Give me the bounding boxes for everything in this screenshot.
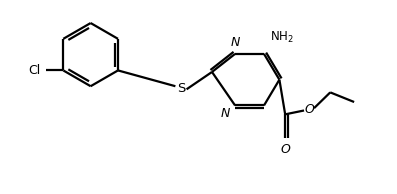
Text: O: O [280, 143, 290, 156]
Text: N: N [230, 36, 240, 49]
Text: NH$_2$: NH$_2$ [270, 30, 293, 45]
Text: N: N [221, 107, 231, 120]
Text: S: S [177, 82, 185, 95]
Text: O: O [304, 103, 314, 116]
Text: Cl: Cl [28, 64, 40, 77]
